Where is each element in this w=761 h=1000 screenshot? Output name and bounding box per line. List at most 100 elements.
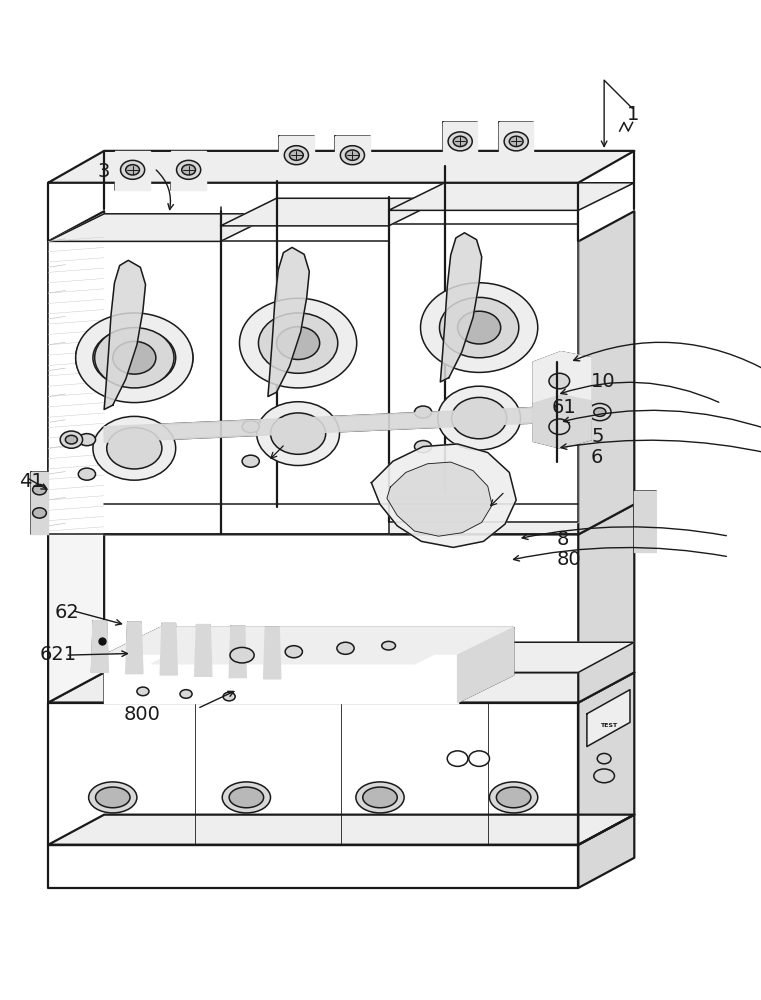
Polygon shape <box>104 628 514 655</box>
Ellipse shape <box>340 146 365 165</box>
Ellipse shape <box>588 403 611 421</box>
Ellipse shape <box>489 782 538 813</box>
Ellipse shape <box>65 435 78 444</box>
Polygon shape <box>104 405 587 442</box>
Ellipse shape <box>113 341 156 374</box>
Ellipse shape <box>337 642 354 654</box>
Polygon shape <box>457 628 514 703</box>
Ellipse shape <box>415 406 431 418</box>
Polygon shape <box>48 151 635 183</box>
Ellipse shape <box>107 428 162 469</box>
Ellipse shape <box>504 132 528 151</box>
Text: 1: 1 <box>627 105 639 124</box>
Ellipse shape <box>256 402 339 466</box>
Ellipse shape <box>94 328 174 388</box>
Polygon shape <box>48 241 221 534</box>
Polygon shape <box>48 703 578 845</box>
Polygon shape <box>578 211 635 534</box>
Polygon shape <box>279 136 314 175</box>
Ellipse shape <box>120 160 145 179</box>
Polygon shape <box>48 672 635 703</box>
Ellipse shape <box>177 160 201 179</box>
Ellipse shape <box>421 283 538 372</box>
Ellipse shape <box>242 455 260 467</box>
Ellipse shape <box>33 484 46 495</box>
Ellipse shape <box>229 787 263 808</box>
Polygon shape <box>48 845 578 888</box>
Ellipse shape <box>240 298 357 388</box>
Ellipse shape <box>242 421 260 433</box>
Polygon shape <box>195 625 212 676</box>
Ellipse shape <box>78 468 96 480</box>
Ellipse shape <box>597 753 611 764</box>
Polygon shape <box>48 504 104 703</box>
Polygon shape <box>371 444 516 547</box>
Polygon shape <box>48 211 104 534</box>
Ellipse shape <box>594 769 614 783</box>
Ellipse shape <box>509 136 523 147</box>
Text: 41: 41 <box>19 472 44 491</box>
Polygon shape <box>635 491 656 552</box>
Ellipse shape <box>289 150 304 160</box>
Text: 3: 3 <box>97 162 110 181</box>
Ellipse shape <box>222 782 270 813</box>
Polygon shape <box>160 623 177 675</box>
Ellipse shape <box>180 690 192 698</box>
Ellipse shape <box>259 313 338 373</box>
Ellipse shape <box>93 329 176 387</box>
Ellipse shape <box>182 165 196 175</box>
Polygon shape <box>31 472 48 534</box>
Ellipse shape <box>285 646 302 658</box>
Ellipse shape <box>223 692 235 701</box>
Polygon shape <box>441 233 482 382</box>
Polygon shape <box>221 198 444 226</box>
Polygon shape <box>104 642 635 672</box>
Polygon shape <box>171 151 206 190</box>
Ellipse shape <box>440 297 519 358</box>
Ellipse shape <box>594 408 606 416</box>
Ellipse shape <box>137 687 149 696</box>
Ellipse shape <box>33 508 46 518</box>
Polygon shape <box>48 214 276 241</box>
Polygon shape <box>389 183 635 210</box>
Polygon shape <box>221 241 389 534</box>
Ellipse shape <box>549 373 570 389</box>
Text: 10: 10 <box>591 372 616 391</box>
Ellipse shape <box>75 317 193 399</box>
Text: 8: 8 <box>557 530 569 549</box>
Text: 62: 62 <box>55 603 79 622</box>
Ellipse shape <box>285 146 308 165</box>
Polygon shape <box>387 462 492 536</box>
Polygon shape <box>335 136 370 175</box>
Polygon shape <box>533 352 591 409</box>
Polygon shape <box>126 622 143 674</box>
Ellipse shape <box>496 787 531 808</box>
Polygon shape <box>389 224 578 522</box>
Text: 61: 61 <box>552 398 577 417</box>
Ellipse shape <box>451 397 507 439</box>
Ellipse shape <box>75 313 193 403</box>
Ellipse shape <box>448 132 473 151</box>
Text: 621: 621 <box>40 645 77 664</box>
Ellipse shape <box>549 419 570 434</box>
Text: 5: 5 <box>591 427 603 446</box>
Polygon shape <box>533 395 591 448</box>
Polygon shape <box>48 504 635 534</box>
Ellipse shape <box>415 441 431 453</box>
Text: TEST: TEST <box>600 723 617 728</box>
Ellipse shape <box>469 751 489 766</box>
Ellipse shape <box>299 672 323 687</box>
Ellipse shape <box>454 136 467 147</box>
Ellipse shape <box>356 782 404 813</box>
Text: 800: 800 <box>124 705 161 724</box>
Text: 6: 6 <box>591 448 603 467</box>
Polygon shape <box>229 626 247 678</box>
Polygon shape <box>104 655 457 703</box>
Polygon shape <box>263 627 281 679</box>
Ellipse shape <box>78 434 96 446</box>
Polygon shape <box>587 690 630 747</box>
Polygon shape <box>48 815 635 845</box>
Polygon shape <box>578 815 635 888</box>
Polygon shape <box>578 504 635 703</box>
Ellipse shape <box>88 782 137 813</box>
